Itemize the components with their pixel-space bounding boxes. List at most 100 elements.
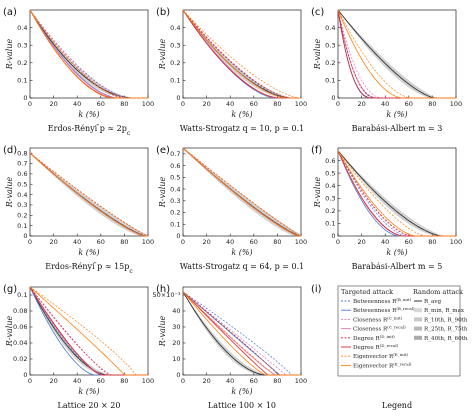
panel-letter: (d) [3, 145, 17, 156]
x-tick-label: 40 [226, 238, 234, 246]
legend-targeted-header: Targeted attack [341, 288, 393, 296]
legend-entry-label: Closeness R(C_recal) [353, 324, 406, 333]
y-tick-label: 0.6 [17, 170, 27, 178]
y-tick-label: 0.7 [170, 150, 180, 158]
panel-e: 0 20 40 60 80 100 0 0.1 0.2 0.3 0.4 0.5 0.6 0.7 k (%) R… [156, 145, 307, 271]
y-tick-label: 0.1 [17, 77, 27, 85]
eigenvector-recal-line [29, 9, 148, 99]
legend-random-label: R_min, R_max [424, 308, 465, 314]
x-tick-label: 0 [28, 238, 32, 246]
legend-entry-label: Degree R(D_init) [353, 333, 395, 342]
y-tick-label: 0.7 [17, 160, 27, 168]
y-axis-label: R-value [313, 39, 322, 71]
y-tick-label: 0.3 [17, 41, 27, 49]
y-tick-label: 0.2 [170, 209, 180, 217]
betweenness-init-line [182, 147, 302, 237]
caption-subscript: c [127, 130, 131, 137]
y-tick-label: 0.2 [17, 211, 27, 219]
random-band [183, 10, 301, 98]
legend-entry-label: Eigenvector R(E_recal) [353, 361, 412, 370]
panel-letter: (b) [156, 7, 170, 18]
panel-c: 0 20 40 60 80 100 0 0.1 0.2 0.3 0.4 k (%) R-value (c)… [311, 7, 462, 133]
betweenness-init-line [182, 291, 301, 376]
plot-frame [182, 9, 302, 99]
y-tick-label: 0.04 [13, 339, 27, 347]
x-tick-label: 20 [49, 100, 57, 108]
x-tick-label: 80 [120, 100, 128, 108]
x-tick-label: 80 [273, 100, 281, 108]
y-tick-label: 0 [176, 232, 180, 240]
closeness-init-line [337, 150, 456, 237]
plot-frame [182, 286, 302, 376]
caption-subscript: c [129, 268, 133, 275]
random-band [338, 150, 456, 236]
closeness-init-line [182, 147, 302, 237]
degree-init-line [182, 9, 301, 99]
y-tick-label: 0.6 [170, 162, 180, 170]
y-tick-label: 0.1 [325, 77, 335, 85]
degree-recal-line [337, 150, 456, 237]
y-tick-label: 0.2 [170, 59, 180, 67]
legend-caption: Legend [382, 401, 412, 410]
degree-init-line [182, 147, 302, 237]
x-tick-label: 60 [250, 377, 258, 385]
y-axis-label: R-value [313, 177, 322, 209]
panel-letter: (a) [3, 7, 17, 18]
x-tick-label: 60 [97, 377, 105, 385]
betweenness-init-line [182, 9, 301, 99]
x-tick-label: 100 [142, 100, 154, 108]
closeness-recal-line [182, 147, 301, 237]
y-tick-label: 40 [172, 307, 180, 315]
x-tick-label: 100 [142, 238, 154, 246]
legend-entry-label: Betweenness R(B_init) [353, 297, 412, 306]
closeness-init-line [29, 152, 149, 237]
closeness-init-line [182, 291, 301, 376]
y-axis-label: R-value [5, 316, 14, 348]
betweenness-init-line [29, 152, 149, 237]
y-tick-label: 0.1 [17, 222, 27, 230]
eigenvector-init-line [29, 9, 148, 99]
legend-random-swatch [414, 317, 422, 322]
degree-init-line [337, 150, 456, 237]
y-axis-label: R-value [5, 177, 14, 209]
x-tick-label: 0 [28, 100, 32, 108]
y-tick-label: 0.1 [325, 220, 335, 228]
y-tick-label: 0.4 [17, 24, 27, 32]
betweenness-recal-line [29, 152, 148, 237]
plot-frame [29, 286, 149, 376]
betweenness-recal-line [337, 9, 456, 99]
y-tick-label: 10 [172, 355, 180, 363]
y-tick-label: 0.08 [13, 307, 27, 315]
y-tick-label: 0 [23, 232, 27, 240]
legend-entry-label: Degree R(D_recal) [353, 343, 399, 352]
eigenvector-recal-line [337, 150, 456, 237]
y-tick-label: 0 [23, 94, 27, 102]
panel-f: 0 20 40 60 80 100 0 0.1 0.2 0.3 0.4 0.5 0.6 k (%) R-va… [311, 145, 462, 271]
y-tick-label: 0.4 [17, 191, 27, 199]
panel-caption: Lattice 20 × 20 [58, 401, 121, 410]
x-tick-label: 40 [381, 238, 389, 246]
x-tick-label: 20 [357, 100, 365, 108]
legend-random-label: R_40th, R_60th [424, 336, 468, 342]
legend-entry-label: Betweenness R(B_recal) [353, 306, 415, 315]
y-tick-label: 0.6 [325, 157, 335, 165]
x-tick-label: 60 [405, 238, 413, 246]
y-tick-label: 0.3 [17, 201, 27, 209]
legend-random-swatch [414, 326, 422, 331]
x-axis-label: k (%) [78, 248, 99, 257]
eigenvector-recal-line [182, 9, 301, 99]
eigenvector-init-line [29, 152, 149, 237]
x-tick-label: 20 [202, 100, 210, 108]
y-tick-label: 0.3 [325, 41, 335, 49]
panel-caption: Watts-Strogatz q = 64, p = 0.1 [180, 262, 305, 271]
x-tick-label: 100 [295, 100, 307, 108]
y-tick-label: 0.8 [17, 149, 27, 157]
y-tick-label: 0.1 [170, 220, 180, 228]
y-tick-label: 0.5 [17, 180, 27, 188]
y-tick-label: 0.4 [325, 182, 335, 190]
y-tick-label: 0.3 [170, 197, 180, 205]
x-tick-label: 100 [450, 238, 462, 246]
betweenness-recal-line [182, 9, 301, 99]
x-tick-label: 60 [250, 100, 258, 108]
